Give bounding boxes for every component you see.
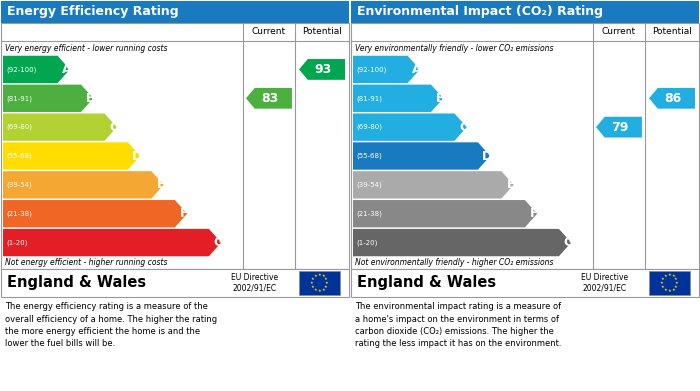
Text: F: F xyxy=(180,207,188,220)
Text: A: A xyxy=(412,63,421,76)
Text: E: E xyxy=(156,178,165,191)
Text: (81-91): (81-91) xyxy=(356,95,382,102)
Polygon shape xyxy=(3,229,221,256)
Polygon shape xyxy=(299,59,345,80)
Text: ★: ★ xyxy=(324,277,328,281)
Text: ★: ★ xyxy=(324,285,328,289)
Text: ★: ★ xyxy=(660,281,664,285)
Text: ★: ★ xyxy=(674,277,678,281)
Polygon shape xyxy=(353,229,571,256)
Text: ★: ★ xyxy=(311,277,315,281)
Polygon shape xyxy=(246,88,292,109)
Polygon shape xyxy=(353,142,490,170)
Text: (55-68): (55-68) xyxy=(356,153,382,159)
Text: ★: ★ xyxy=(310,281,314,285)
Polygon shape xyxy=(3,142,140,170)
Text: ★: ★ xyxy=(311,285,315,289)
Text: ★: ★ xyxy=(314,274,318,278)
Text: B: B xyxy=(85,92,95,105)
Text: EU Directive
2002/91/EC: EU Directive 2002/91/EC xyxy=(582,273,629,293)
Text: (69-80): (69-80) xyxy=(356,124,382,130)
Text: Very energy efficient - lower running costs: Very energy efficient - lower running co… xyxy=(5,44,167,53)
Text: D: D xyxy=(132,149,142,163)
Text: (1-20): (1-20) xyxy=(356,239,377,246)
Text: Potential: Potential xyxy=(652,27,692,36)
Polygon shape xyxy=(353,56,420,83)
Text: C: C xyxy=(109,121,118,134)
Text: Current: Current xyxy=(252,27,286,36)
Text: G: G xyxy=(213,236,223,249)
Polygon shape xyxy=(353,200,537,228)
Polygon shape xyxy=(649,88,695,109)
Text: ★: ★ xyxy=(671,274,675,278)
Text: F: F xyxy=(530,207,538,220)
Text: ★: ★ xyxy=(318,289,321,292)
Text: Potential: Potential xyxy=(302,27,342,36)
Bar xyxy=(298,271,340,295)
Text: 93: 93 xyxy=(314,63,332,76)
Text: ★: ★ xyxy=(661,285,665,289)
Bar xyxy=(1,1,349,23)
Text: (69-80): (69-80) xyxy=(6,124,32,130)
Text: E: E xyxy=(506,178,515,191)
Text: England & Wales: England & Wales xyxy=(7,276,146,291)
Text: The energy efficiency rating is a measure of the
overall efficiency of a home. T: The energy efficiency rating is a measur… xyxy=(5,302,217,348)
Text: 86: 86 xyxy=(664,92,682,105)
Text: C: C xyxy=(459,121,468,134)
Bar xyxy=(1,269,349,297)
Bar xyxy=(648,271,690,295)
Polygon shape xyxy=(3,171,164,199)
Text: ★: ★ xyxy=(664,288,668,292)
Text: England & Wales: England & Wales xyxy=(357,276,496,291)
Text: 79: 79 xyxy=(611,121,629,134)
Text: ★: ★ xyxy=(676,281,679,285)
Text: Current: Current xyxy=(602,27,636,36)
Polygon shape xyxy=(596,117,642,138)
Text: (21-38): (21-38) xyxy=(356,210,382,217)
Text: 83: 83 xyxy=(261,92,279,105)
Text: (92-100): (92-100) xyxy=(6,66,36,73)
Text: (39-54): (39-54) xyxy=(356,181,382,188)
Text: ★: ★ xyxy=(661,277,665,281)
Polygon shape xyxy=(3,84,93,112)
Polygon shape xyxy=(3,56,70,83)
Text: G: G xyxy=(563,236,573,249)
Text: ★: ★ xyxy=(318,273,321,277)
Polygon shape xyxy=(353,171,514,199)
Text: ★: ★ xyxy=(326,281,329,285)
Text: Not environmentally friendly - higher CO₂ emissions: Not environmentally friendly - higher CO… xyxy=(355,258,554,267)
Polygon shape xyxy=(3,113,117,141)
Text: (92-100): (92-100) xyxy=(356,66,386,73)
Bar xyxy=(351,269,699,297)
Text: Environmental Impact (CO₂) Rating: Environmental Impact (CO₂) Rating xyxy=(357,5,603,18)
Text: (81-91): (81-91) xyxy=(6,95,32,102)
Text: (1-20): (1-20) xyxy=(6,239,27,246)
Text: A: A xyxy=(62,63,71,76)
Text: EU Directive
2002/91/EC: EU Directive 2002/91/EC xyxy=(232,273,279,293)
Bar xyxy=(1,23,349,269)
Text: ★: ★ xyxy=(671,288,675,292)
Bar xyxy=(351,23,699,269)
Polygon shape xyxy=(353,113,467,141)
Text: Very environmentally friendly - lower CO₂ emissions: Very environmentally friendly - lower CO… xyxy=(355,44,554,53)
Text: ★: ★ xyxy=(321,274,325,278)
Text: (21-38): (21-38) xyxy=(6,210,32,217)
Text: Not energy efficient - higher running costs: Not energy efficient - higher running co… xyxy=(5,258,167,267)
Text: (55-68): (55-68) xyxy=(6,153,32,159)
Polygon shape xyxy=(353,84,443,112)
Text: ★: ★ xyxy=(664,274,668,278)
Text: (39-54): (39-54) xyxy=(6,181,32,188)
Bar xyxy=(351,1,699,23)
Text: Energy Efficiency Rating: Energy Efficiency Rating xyxy=(7,5,178,18)
Text: ★: ★ xyxy=(314,288,318,292)
Text: B: B xyxy=(435,92,445,105)
Text: D: D xyxy=(482,149,492,163)
Text: ★: ★ xyxy=(668,273,671,277)
Polygon shape xyxy=(3,200,187,228)
Text: ★: ★ xyxy=(674,285,678,289)
Text: ★: ★ xyxy=(321,288,325,292)
Text: ★: ★ xyxy=(668,289,671,292)
Text: The environmental impact rating is a measure of
a home's impact on the environme: The environmental impact rating is a mea… xyxy=(355,302,561,348)
